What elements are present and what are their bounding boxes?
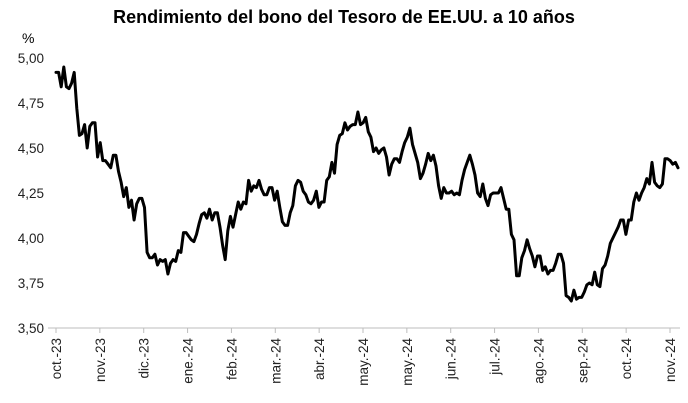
y-tick-label: 4,25 <box>18 186 44 201</box>
y-tick-label: 3,75 <box>18 276 44 291</box>
x-tick-label: oct.-23 <box>49 338 64 379</box>
y-axis-unit: % <box>22 30 35 46</box>
y-tick-label: 3,50 <box>18 321 44 336</box>
x-tick-label: jul.-24 <box>488 338 503 376</box>
x-tick-label: feb.-24 <box>224 338 239 381</box>
x-tick-label: oct.-24 <box>619 338 634 380</box>
x-tick-label: mar.-24 <box>268 338 283 384</box>
y-tick-label: 4,00 <box>18 231 44 246</box>
x-tick-label: ene.-24 <box>181 338 196 384</box>
y-tick-label: 5,00 <box>18 51 44 66</box>
y-axis-ticks: 3,50 3,75 4,00 4,25 4,50 4,75 5,00 <box>18 51 44 336</box>
x-tick-label: dic.-23 <box>137 338 152 379</box>
x-tick-label: ago.-24 <box>531 338 546 384</box>
x-axis-ticks: oct.-23 nov.-23 dic.-23 ene.-24 feb.-24 mar.-… <box>49 328 678 386</box>
x-tick-label: abr.-24 <box>312 338 327 381</box>
x-tick-label: nov.-24 <box>663 338 678 383</box>
yield-series-line <box>54 65 680 303</box>
x-tick-label: may.-24 <box>400 338 415 386</box>
x-tick-label: jun.-24 <box>444 338 459 381</box>
x-tick-label: may.-24 <box>356 338 371 386</box>
y-tick-label: 4,50 <box>18 141 44 156</box>
chart-title: Rendimiento del bono del Tesoro de EE.UU… <box>113 7 575 27</box>
y-tick-label: 4,75 <box>18 96 44 111</box>
x-tick-label: nov.-23 <box>93 338 108 382</box>
x-tick-label: sep.-24 <box>575 338 590 384</box>
